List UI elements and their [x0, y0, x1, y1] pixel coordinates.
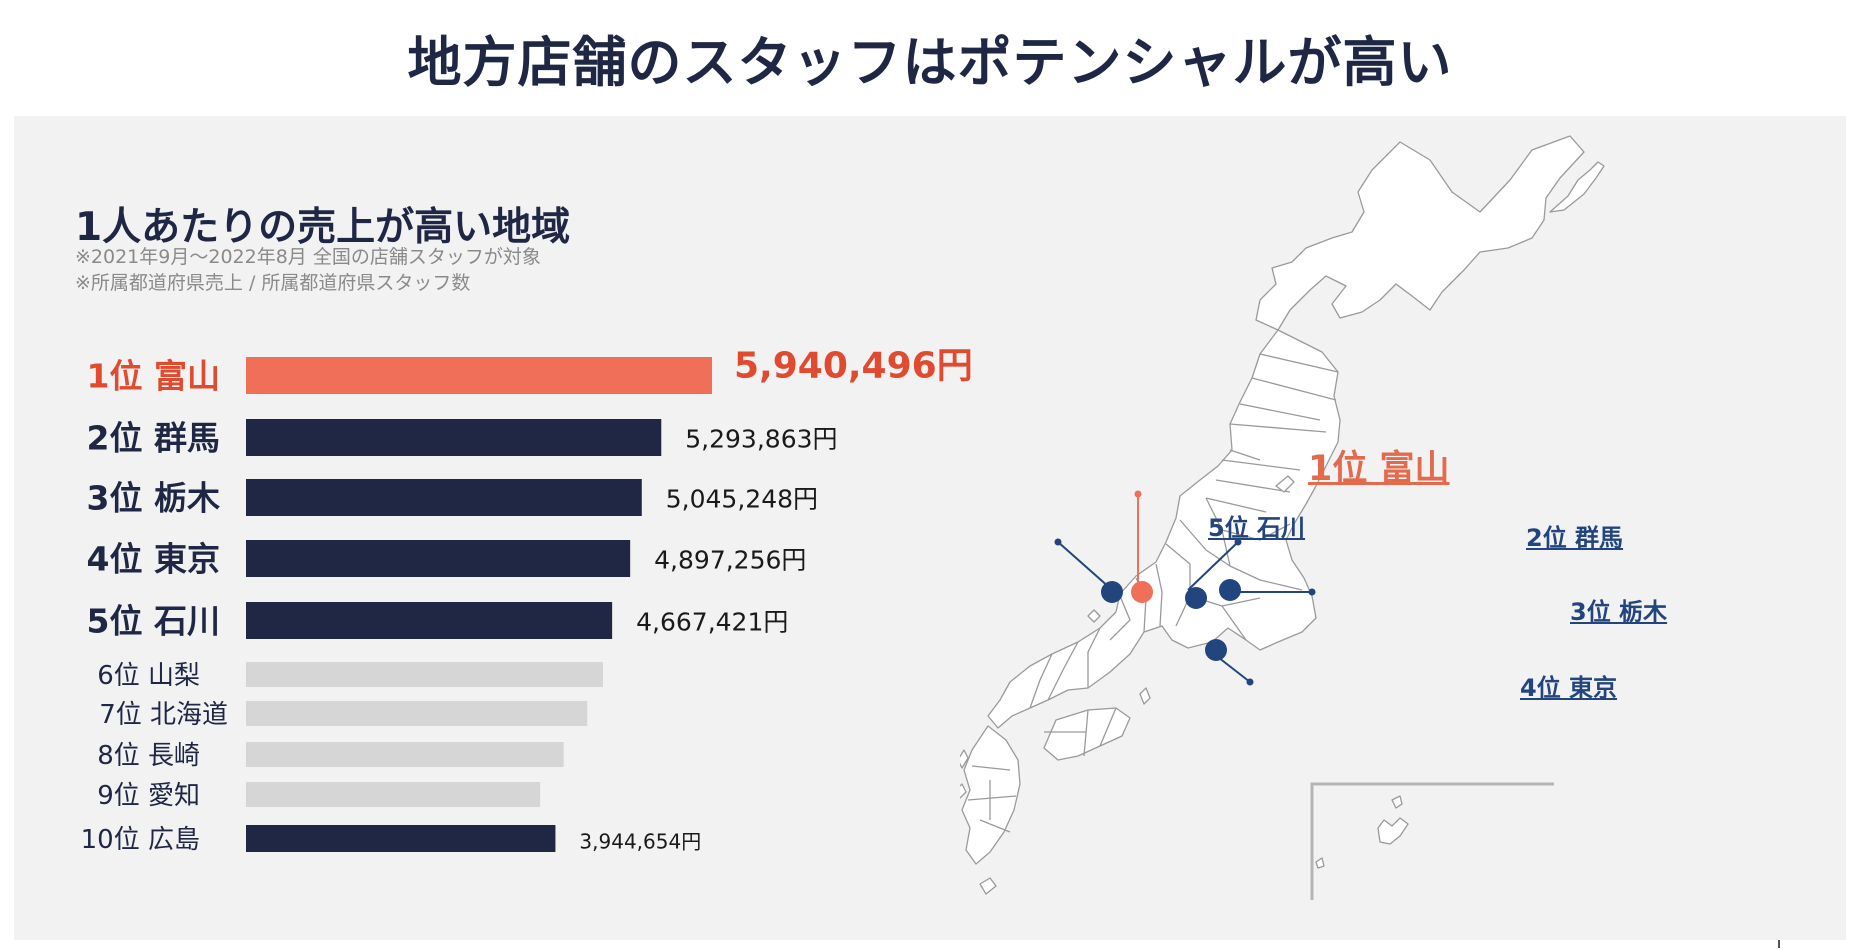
value-label-2: 5,293,863円: [685, 425, 837, 454]
bar-6: [246, 662, 603, 687]
map-label-gunma: 2位 群馬: [1526, 524, 1624, 552]
bar-7: [246, 701, 588, 726]
marker-ishikawa: [1101, 581, 1123, 603]
category-label-5: 5位 石川: [87, 602, 220, 641]
chart-title: 1人あたりの売上が高い地域: [75, 205, 571, 250]
map-kuril-islands: [1549, 161, 1605, 213]
value-label-4: 4,897,256円: [654, 546, 806, 575]
category-label-7: 7位 北海道: [99, 700, 228, 730]
leader-end-gunma: [1234, 538, 1242, 546]
chart-note-formula: ※所属都道府県売上 / 所属都道府県スタッフ数: [75, 272, 471, 294]
category-label-3: 3位 栃木: [87, 479, 220, 518]
marker-gunma: [1185, 587, 1207, 609]
map-awaji-island: [1139, 687, 1151, 705]
category-label-4: 4位 東京: [87, 540, 220, 579]
marker-tochigi: [1219, 579, 1241, 601]
leader-end-tochigi: [1308, 588, 1316, 596]
map-label-tokyo: 4位 東京: [1520, 674, 1618, 702]
category-label-1: 1位 富山: [87, 357, 220, 396]
bar-9: [246, 782, 541, 807]
bar-1: [246, 357, 712, 394]
value-label-5: 4,667,421円: [636, 608, 788, 637]
leader-line-gunma: [1187, 541, 1239, 591]
category-label-6: 6位 山梨: [97, 661, 200, 691]
category-label-9: 9位 愛知: [97, 781, 200, 811]
bar-3: [246, 479, 642, 516]
value-label-10: 3,944,654円: [579, 830, 701, 854]
ranking-bar-chart: 1位 富山 5,940,496円 2位 群馬 5,293,863円 3位 栃木 5,045…: [81, 346, 973, 855]
map-inset-islands-3: [1315, 857, 1325, 869]
value-label-3: 5,045,248円: [666, 485, 818, 514]
map-goto-islands: [960, 783, 967, 799]
japan-map: [960, 135, 1605, 900]
leader-end-tokyo: [1246, 678, 1254, 686]
value-label-1: 5,940,496円: [734, 346, 973, 387]
map-tsushima: [960, 749, 969, 769]
bar-5: [246, 602, 613, 639]
page-edge-mark: [1778, 940, 1780, 948]
marker-toyama: [1131, 581, 1153, 603]
map-honshu: [987, 329, 1341, 729]
map-inset-islands-1: [1377, 817, 1409, 845]
map-label-tochigi: 3位 栃木: [1570, 598, 1668, 626]
map-label-ishikawa: 5位 石川: [1208, 514, 1306, 542]
page-title: 地方店舗のスタッフはポテンシャルが高い: [407, 31, 1453, 94]
map-shikoku: [1043, 707, 1131, 761]
map-hokkaido: [1255, 135, 1585, 331]
bar-4: [246, 540, 631, 577]
category-label-10: 10位 広島: [81, 825, 200, 855]
map-kyushu: [961, 725, 1021, 865]
bar-8: [246, 742, 564, 767]
category-label-2: 2位 群馬: [87, 419, 220, 458]
marker-tokyo: [1205, 639, 1227, 661]
bar-10: [246, 825, 556, 852]
map-yakushima: [979, 877, 997, 895]
leader-line-ishikawa: [1057, 541, 1111, 589]
bar-2: [246, 419, 662, 456]
map-inset-islands-2: [1391, 795, 1403, 809]
chart-note-period: ※2021年9月〜2022年8月 全国の店舗スタッフが対象: [75, 246, 541, 268]
map-oki-islands: [1087, 609, 1101, 623]
category-label-8: 8位 長崎: [97, 741, 200, 771]
leader-end-toyama: [1134, 490, 1142, 498]
map-label-toyama: 1位 富山: [1308, 449, 1450, 489]
leader-end-ishikawa: [1054, 538, 1062, 546]
map-inset-divider: [1310, 782, 1334, 900]
map-sado-island: [1275, 475, 1295, 493]
